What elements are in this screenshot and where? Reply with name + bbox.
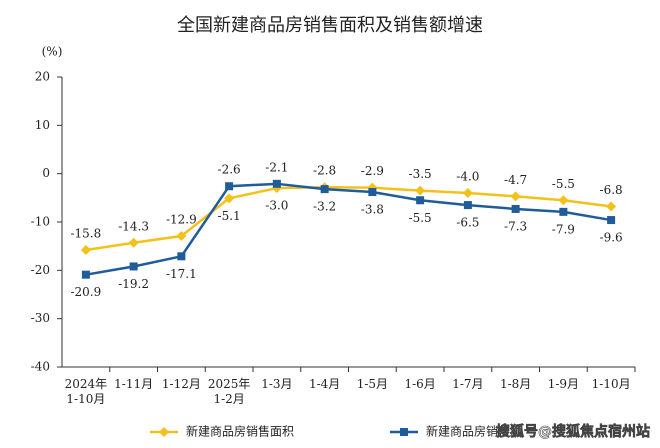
data-label: -17.1 xyxy=(166,267,197,281)
legend-label: 新建商品房销售面积 xyxy=(186,424,294,439)
x-tick-label: 1-4月 xyxy=(308,377,341,391)
x-tick-label: 1-8月 xyxy=(499,377,532,391)
data-label: -2.9 xyxy=(361,164,384,178)
marker xyxy=(415,185,426,196)
data-label: -7.3 xyxy=(504,219,527,233)
marker xyxy=(129,262,138,271)
marker xyxy=(81,270,90,279)
marker xyxy=(511,204,520,213)
marker xyxy=(416,196,425,205)
legend-marker xyxy=(159,427,169,437)
marker xyxy=(80,245,91,256)
data-label: -7.9 xyxy=(552,222,575,236)
marker xyxy=(559,207,568,216)
y-tick-label: -20 xyxy=(31,263,50,277)
data-label: -3.0 xyxy=(265,199,288,213)
marker xyxy=(462,188,473,198)
data-label: -3.8 xyxy=(361,203,384,217)
data-label: -15.8 xyxy=(70,227,101,241)
x-tick-label: 1-11月 xyxy=(114,377,154,391)
marker xyxy=(368,188,377,197)
series-line xyxy=(85,185,612,252)
y-tick-label: 20 xyxy=(35,70,50,84)
y-tick-label: -10 xyxy=(31,215,50,229)
marker xyxy=(606,201,617,212)
x-tick-label: 1-6月 xyxy=(404,377,436,391)
data-label: -4.7 xyxy=(504,173,527,187)
x-tick-label: 1-5月 xyxy=(356,377,389,391)
series-line xyxy=(85,182,612,276)
y-tick-label: 10 xyxy=(35,118,50,132)
x-tick-label: 1-12月 xyxy=(161,377,201,391)
y-tick-label: -40 xyxy=(31,360,50,374)
data-label: -20.9 xyxy=(70,285,101,299)
marker xyxy=(177,252,186,261)
marker xyxy=(225,182,234,191)
marker xyxy=(272,179,281,188)
data-label: -2.6 xyxy=(218,163,241,177)
watermark: 搜狐号@搜狐焦点宿州站 xyxy=(496,423,650,440)
data-label: -6.8 xyxy=(600,183,623,197)
marker xyxy=(558,195,569,206)
x-tick-label: 1-9月 xyxy=(547,377,580,391)
x-tick-label: 2024年 1-10月 xyxy=(64,377,108,406)
x-tick-label: 1-10月 xyxy=(591,377,631,391)
data-label: -19.2 xyxy=(118,277,149,291)
chart-title: 全国新建商品房销售面积及销售额增速 xyxy=(177,15,483,36)
marker xyxy=(128,237,139,248)
marker xyxy=(224,193,235,204)
data-label: -4.0 xyxy=(456,170,479,184)
data-label: -5.5 xyxy=(552,177,575,191)
x-tick-label: 1-3月 xyxy=(261,377,293,391)
x-tick-label: 1-7月 xyxy=(452,377,484,391)
data-label: -5.1 xyxy=(218,209,241,223)
data-label: -12.9 xyxy=(166,213,197,227)
legend-label: 新建商品房销售额 xyxy=(426,424,522,439)
data-label: -14.3 xyxy=(118,219,149,233)
data-label: -3.5 xyxy=(409,167,432,181)
y-tick-label: -30 xyxy=(31,311,50,325)
marker xyxy=(463,201,472,210)
marker xyxy=(176,231,187,242)
legend-marker xyxy=(400,428,408,436)
marker xyxy=(607,216,616,225)
data-label: -5.5 xyxy=(409,211,432,225)
y-tick-label: 0 xyxy=(42,166,50,180)
data-label: -2.1 xyxy=(265,160,288,174)
y-unit: (%) xyxy=(42,45,63,59)
data-label: -6.5 xyxy=(456,216,479,230)
marker xyxy=(510,191,521,202)
data-label: -9.6 xyxy=(600,231,623,245)
marker xyxy=(320,185,329,194)
data-label: -2.8 xyxy=(313,164,336,178)
data-label: -3.2 xyxy=(313,200,336,214)
x-tick-label: 2025年 1-2月 xyxy=(207,377,251,406)
